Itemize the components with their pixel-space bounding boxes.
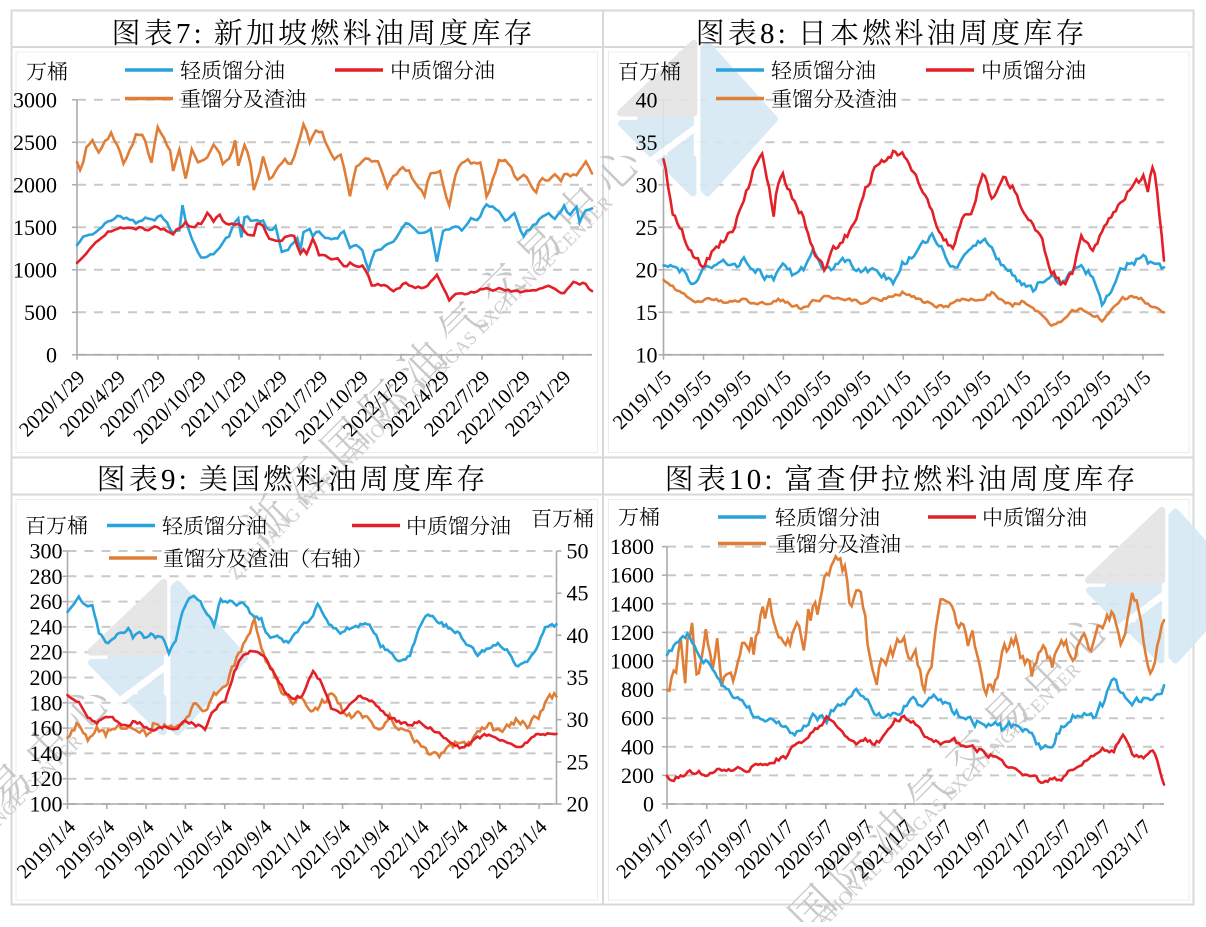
svg-text:20: 20 (636, 257, 658, 282)
svg-text:35: 35 (567, 665, 589, 690)
svg-text:800: 800 (621, 677, 654, 702)
svg-text:40: 40 (636, 87, 658, 112)
svg-text:260: 260 (30, 589, 63, 614)
svg-text:200: 200 (621, 763, 654, 788)
svg-text:140: 140 (30, 741, 63, 766)
svg-text:45: 45 (567, 581, 589, 606)
svg-text:30: 30 (636, 172, 658, 197)
svg-text:1800: 1800 (610, 534, 654, 559)
svg-text:20: 20 (567, 792, 589, 817)
svg-text:30: 30 (567, 707, 589, 732)
svg-text:10: 10 (636, 342, 658, 367)
svg-text:3000: 3000 (13, 87, 57, 112)
svg-text:240: 240 (30, 614, 63, 639)
svg-text:25: 25 (567, 749, 589, 774)
svg-text:1000: 1000 (610, 649, 654, 674)
svg-text:160: 160 (30, 716, 63, 741)
svg-text:25: 25 (636, 215, 658, 240)
svg-text:1500: 1500 (13, 215, 57, 240)
svg-text:1400: 1400 (610, 591, 654, 616)
svg-text:600: 600 (621, 706, 654, 731)
svg-text:2500: 2500 (13, 130, 57, 155)
svg-text:100: 100 (30, 792, 63, 817)
svg-text:400: 400 (621, 734, 654, 759)
svg-text:1000: 1000 (13, 257, 57, 282)
svg-text:15: 15 (636, 300, 658, 325)
svg-text:0: 0 (643, 792, 654, 817)
svg-text:2000: 2000 (13, 172, 57, 197)
svg-text:180: 180 (30, 690, 63, 715)
svg-text:120: 120 (30, 766, 63, 791)
svg-text:1600: 1600 (610, 563, 654, 588)
svg-text:40: 40 (567, 623, 589, 648)
svg-text:200: 200 (30, 665, 63, 690)
svg-text:500: 500 (24, 300, 57, 325)
svg-text:1200: 1200 (610, 620, 654, 645)
svg-text:35: 35 (636, 130, 658, 155)
svg-text:50: 50 (567, 539, 589, 564)
svg-text:0: 0 (46, 342, 57, 367)
svg-text:220: 220 (30, 640, 63, 665)
svg-text:300: 300 (30, 539, 63, 564)
svg-text:280: 280 (30, 564, 63, 589)
